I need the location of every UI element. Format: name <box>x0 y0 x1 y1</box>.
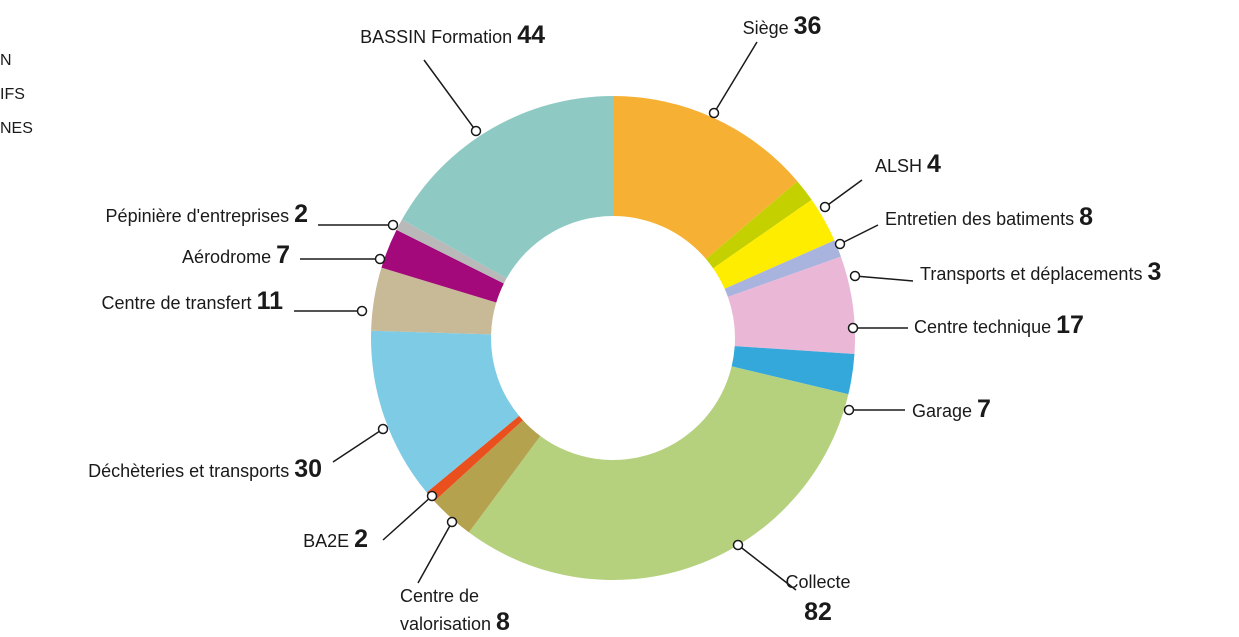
leader-marker <box>843 404 855 416</box>
leader-line <box>839 224 879 245</box>
category-value: 7 <box>276 241 290 269</box>
category-value: 82 <box>804 598 832 626</box>
segment-label: Déchèteries et transports 30 <box>88 457 322 483</box>
segment-label: Entretien des batiments 8 <box>885 205 1093 231</box>
donut-segment <box>371 330 520 493</box>
donut-segment <box>713 199 835 289</box>
donut-segment <box>396 219 507 284</box>
donut-segment <box>731 346 855 395</box>
side-text-fragment: NES <box>0 120 33 137</box>
category-name: Aérodrome <box>182 247 272 267</box>
category-value: 30 <box>294 455 322 483</box>
side-text: N IFS NES <box>0 44 33 146</box>
leader-line <box>417 521 453 584</box>
leader-marker <box>356 305 368 317</box>
category-name: Collecte <box>785 572 851 592</box>
donut-segment <box>426 415 523 502</box>
leader-marker <box>847 322 859 334</box>
donut-segment <box>468 366 849 580</box>
side-line: N <box>0 44 33 78</box>
donut-segment <box>705 181 812 269</box>
segment-label: Aérodrome 7 <box>182 243 290 269</box>
segment-label: Centre de transfert 11 <box>101 289 283 315</box>
category-name: BA2E <box>303 531 350 551</box>
donut-segment <box>613 96 798 260</box>
leader-marker <box>470 125 482 137</box>
category-value: 2 <box>294 200 308 228</box>
leader-line <box>332 428 384 463</box>
segment-label: ALSH 4 <box>875 152 941 178</box>
category-name: Siège <box>742 18 789 38</box>
donut-segment <box>434 420 541 533</box>
segment-label: BA2E 2 <box>303 527 368 553</box>
category-value: 36 <box>793 12 822 40</box>
category-name: Garage <box>912 401 973 421</box>
segment-label: Pépinière d'entreprises 2 <box>106 202 308 228</box>
segment-label: Transports et déplacements 3 <box>920 260 1161 286</box>
category-name: Entretien des batiments <box>885 209 1075 229</box>
category-name: Transports et déplacements <box>920 264 1143 284</box>
side-text-fragment: N <box>0 52 12 69</box>
category-name: Centre de transfert <box>101 293 252 313</box>
leader-marker <box>732 539 744 551</box>
category-value: 7 <box>977 395 991 423</box>
leader-marker <box>834 238 846 250</box>
side-line: NES <box>0 112 33 146</box>
leader-marker <box>446 516 458 528</box>
leader-line <box>713 41 758 114</box>
leader-marker <box>374 253 386 265</box>
donut-segment <box>727 256 855 355</box>
side-line: IFS <box>0 78 33 112</box>
category-name: Pépinière d'entreprises <box>105 206 290 226</box>
leader-marker <box>849 270 861 282</box>
leader-line <box>423 59 477 132</box>
leader-line <box>824 179 863 208</box>
leader-line <box>382 495 433 541</box>
leader-marker <box>819 201 831 213</box>
segment-label: Garage 7 <box>912 397 991 423</box>
donut-segment <box>401 95 613 279</box>
category-name: ALSH <box>875 156 923 176</box>
category-name: Centre technique <box>914 317 1052 337</box>
category-name: BASSIN Formation <box>360 27 513 47</box>
category-value: 3 <box>1147 258 1162 286</box>
category-value: 4 <box>927 150 941 178</box>
segment-label: Siège 36 <box>743 14 822 40</box>
category-value: 8 <box>496 608 510 636</box>
donut-segment <box>724 240 841 297</box>
leader-line <box>854 275 914 282</box>
leader-line <box>737 544 797 591</box>
category-value: 2 <box>354 525 368 553</box>
leader-marker <box>377 423 389 435</box>
category-name: Déchèteries et transports <box>88 461 290 481</box>
leader-marker <box>708 107 720 119</box>
donut-segment <box>371 267 497 335</box>
leader-marker <box>387 219 399 231</box>
side-text-fragment: IFS <box>0 86 25 103</box>
category-value: 11 <box>256 287 283 315</box>
category-value: 17 <box>1056 311 1084 339</box>
leader-marker <box>426 490 438 502</box>
segment-label: Collecte 82 <box>785 570 851 626</box>
segment-label: BASSIN Formation 44 <box>360 23 545 49</box>
category-value: 44 <box>517 21 545 49</box>
donut-segment <box>381 229 504 303</box>
category-name: Centre de valorisation <box>400 586 492 634</box>
segment-label: Centre technique 17 <box>914 313 1084 339</box>
segment-label: Centre de valorisation 8 <box>400 583 550 637</box>
category-value: 8 <box>1079 203 1094 231</box>
